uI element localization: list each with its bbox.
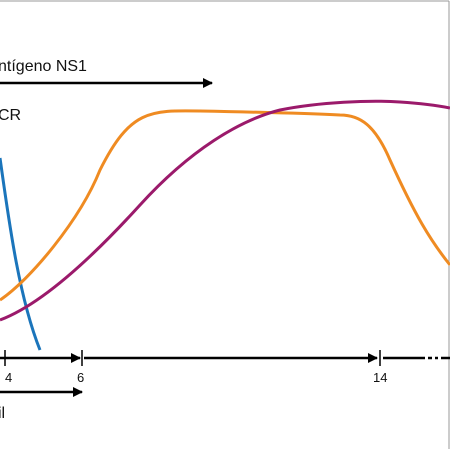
pcr-label: CR <box>0 107 21 124</box>
orange-curve <box>0 109 450 302</box>
bottom-label: il <box>0 405 5 422</box>
purple-curve <box>0 99 450 322</box>
tick-label-4: 4 <box>5 370 12 385</box>
tick-label-14: 14 <box>373 370 387 385</box>
blue-curve <box>0 157 42 351</box>
tick-label-6: 6 <box>77 370 84 385</box>
ns1-antigen-label: ntígeno NS1 <box>0 58 87 75</box>
